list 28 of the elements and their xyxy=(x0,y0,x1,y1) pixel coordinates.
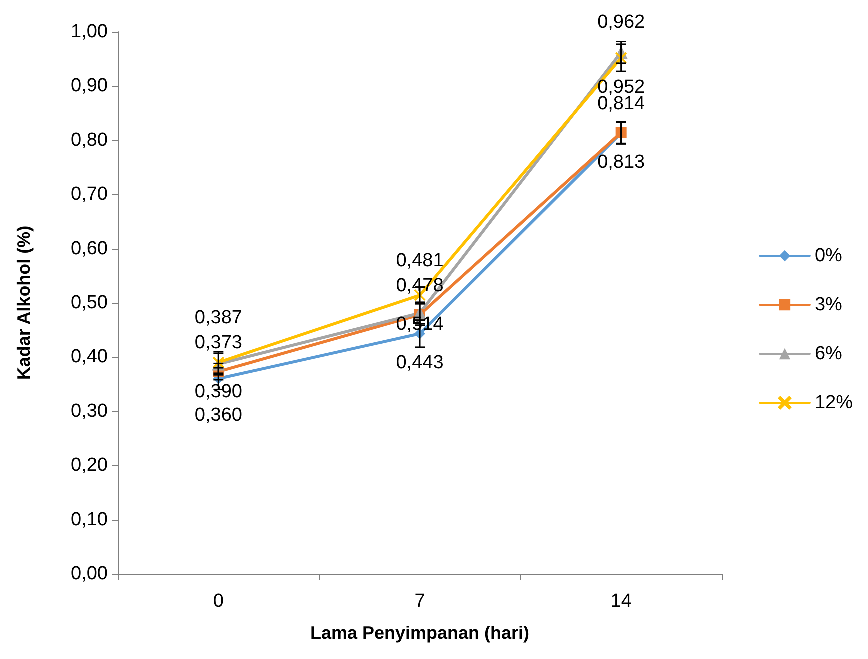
data-label: 0,443 xyxy=(396,352,444,374)
y-tick-label: 0,30 xyxy=(71,400,108,422)
data-label: 0,390 xyxy=(194,381,242,402)
y-tick-label: 0,40 xyxy=(71,346,108,368)
y-tick-label: 0,60 xyxy=(71,238,108,260)
x-tick-label: 0 xyxy=(213,591,224,612)
y-tick-label: 0,70 xyxy=(71,184,108,206)
y-tick-label: 0,10 xyxy=(71,509,108,530)
data-label: 0,481 xyxy=(396,250,444,272)
y-tick-label: 0,20 xyxy=(71,455,108,476)
legend-label: 0% xyxy=(814,246,843,266)
y-tick-label: 1,00 xyxy=(71,22,108,42)
data-label: 0,813 xyxy=(598,152,646,173)
data-label: 0,387 xyxy=(194,307,242,328)
y-axis-title: Kadar Alkohol (%) xyxy=(14,226,34,380)
legend-label: 12% xyxy=(814,392,854,414)
x-tick-label: 14 xyxy=(610,591,632,612)
y-tick-label: 0,80 xyxy=(71,130,108,151)
y-tick-label: 0,50 xyxy=(71,292,108,314)
x-axis-title: Lama Penyimpanan (hari) xyxy=(310,623,530,643)
y-tick-label: 0,90 xyxy=(71,76,108,97)
y-tick-label: 0,00 xyxy=(71,564,108,584)
data-label: 0,360 xyxy=(194,405,242,426)
data-label: 0,373 xyxy=(194,332,242,354)
legend-label: 6% xyxy=(814,344,843,364)
x-tick-label: 7 xyxy=(414,591,426,612)
data-label: 0,962 xyxy=(598,12,646,34)
legend-label: 3% xyxy=(814,294,843,316)
